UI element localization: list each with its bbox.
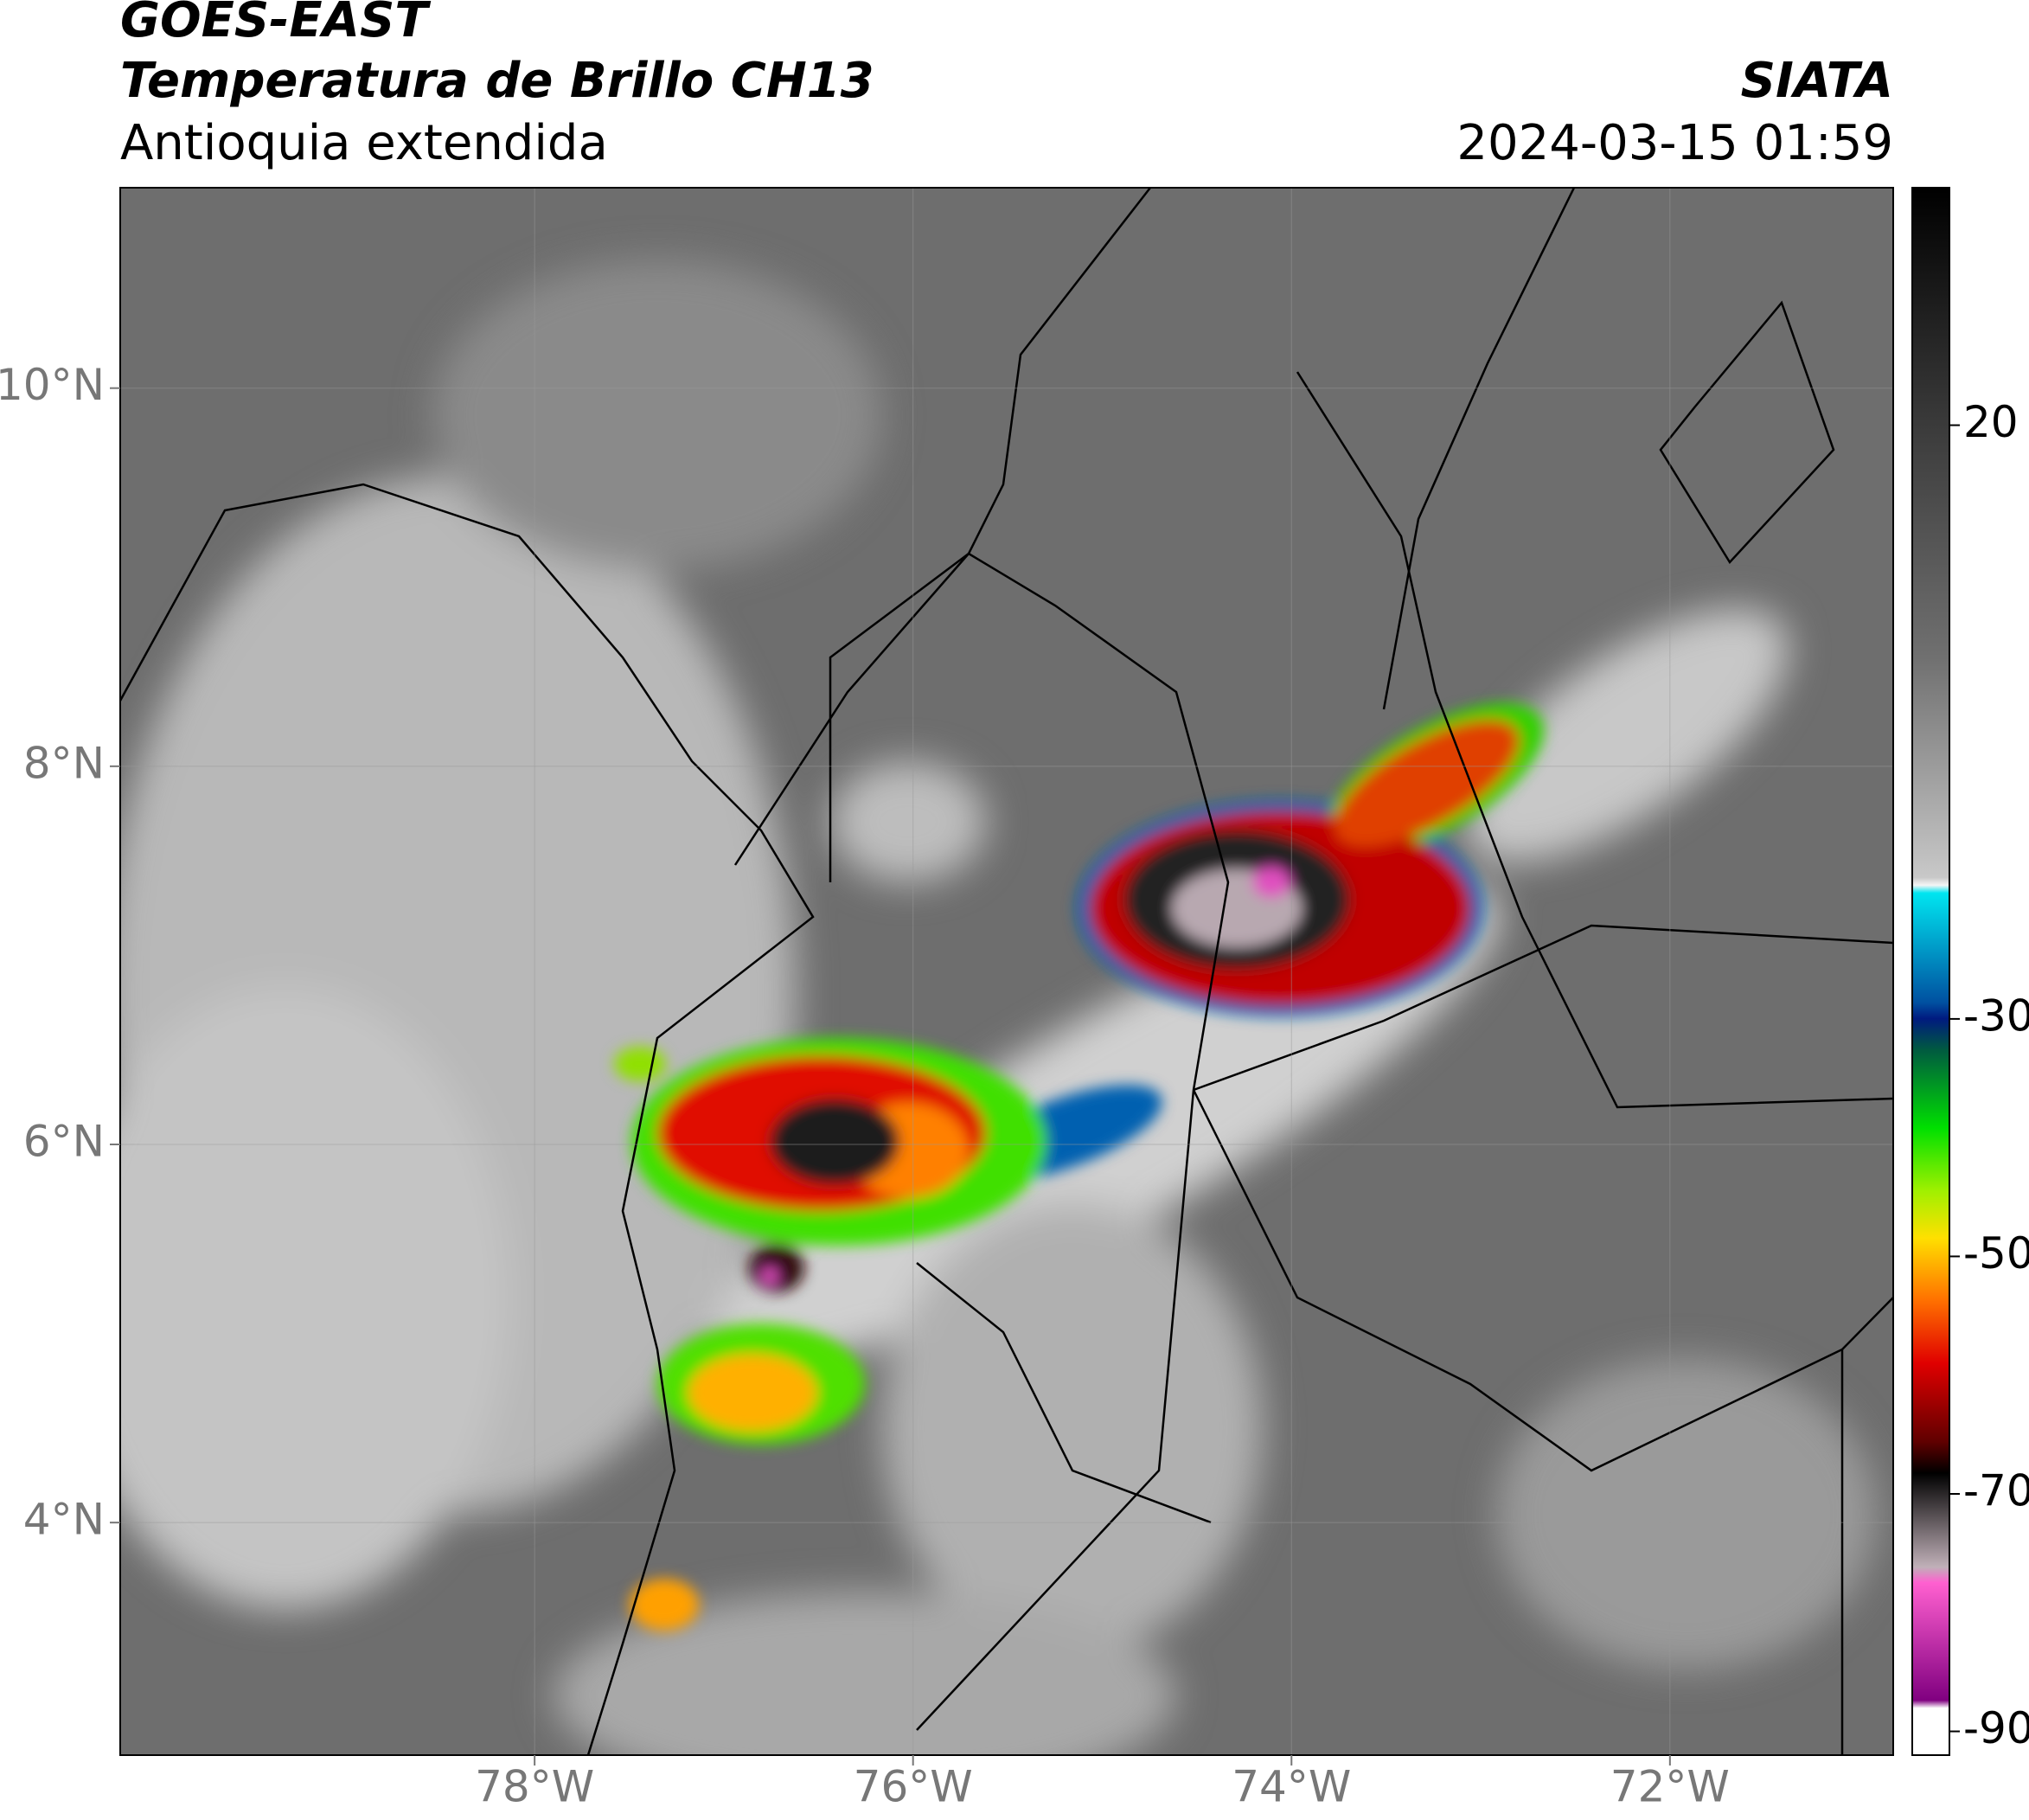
lat-tick-label: 4°N: [23, 1495, 105, 1545]
lon-tick-label: 72°W: [1610, 1762, 1730, 1812]
grid: [120, 188, 1893, 1755]
satellite-image: [120, 188, 1893, 1755]
title: GOES-EAST: [120, 0, 431, 48]
colorbar-tick-label: 20: [1963, 397, 2019, 447]
source: SIATA: [1741, 53, 1893, 109]
lat-tick-label: 8°N: [23, 738, 105, 788]
colorbar-tick-label: -50: [1963, 1228, 2029, 1278]
subtitle: Temperatura de Brillo CH13: [120, 53, 874, 109]
lon-tick-label: 74°W: [1232, 1762, 1351, 1812]
map-frame: [119, 187, 1894, 1756]
lon-tick-label: 76°W: [854, 1762, 973, 1812]
lat-tick-label: 6°N: [23, 1116, 105, 1166]
colorbar-tick-label: -30: [1963, 990, 2029, 1041]
lon-tick-label: 78°W: [475, 1762, 594, 1812]
borders: [120, 188, 1893, 1755]
region: Antioquia extendida: [120, 115, 608, 171]
lat-tick-label: 10°N: [0, 360, 105, 410]
datetime: 2024-03-15 01:59: [1456, 115, 1893, 171]
storm-cells: [614, 702, 1544, 1631]
colorbar-tick-label: -90: [1963, 1703, 2029, 1753]
colorbar-tick-label: -70: [1963, 1466, 2029, 1516]
colorbar: [1911, 187, 1950, 1756]
